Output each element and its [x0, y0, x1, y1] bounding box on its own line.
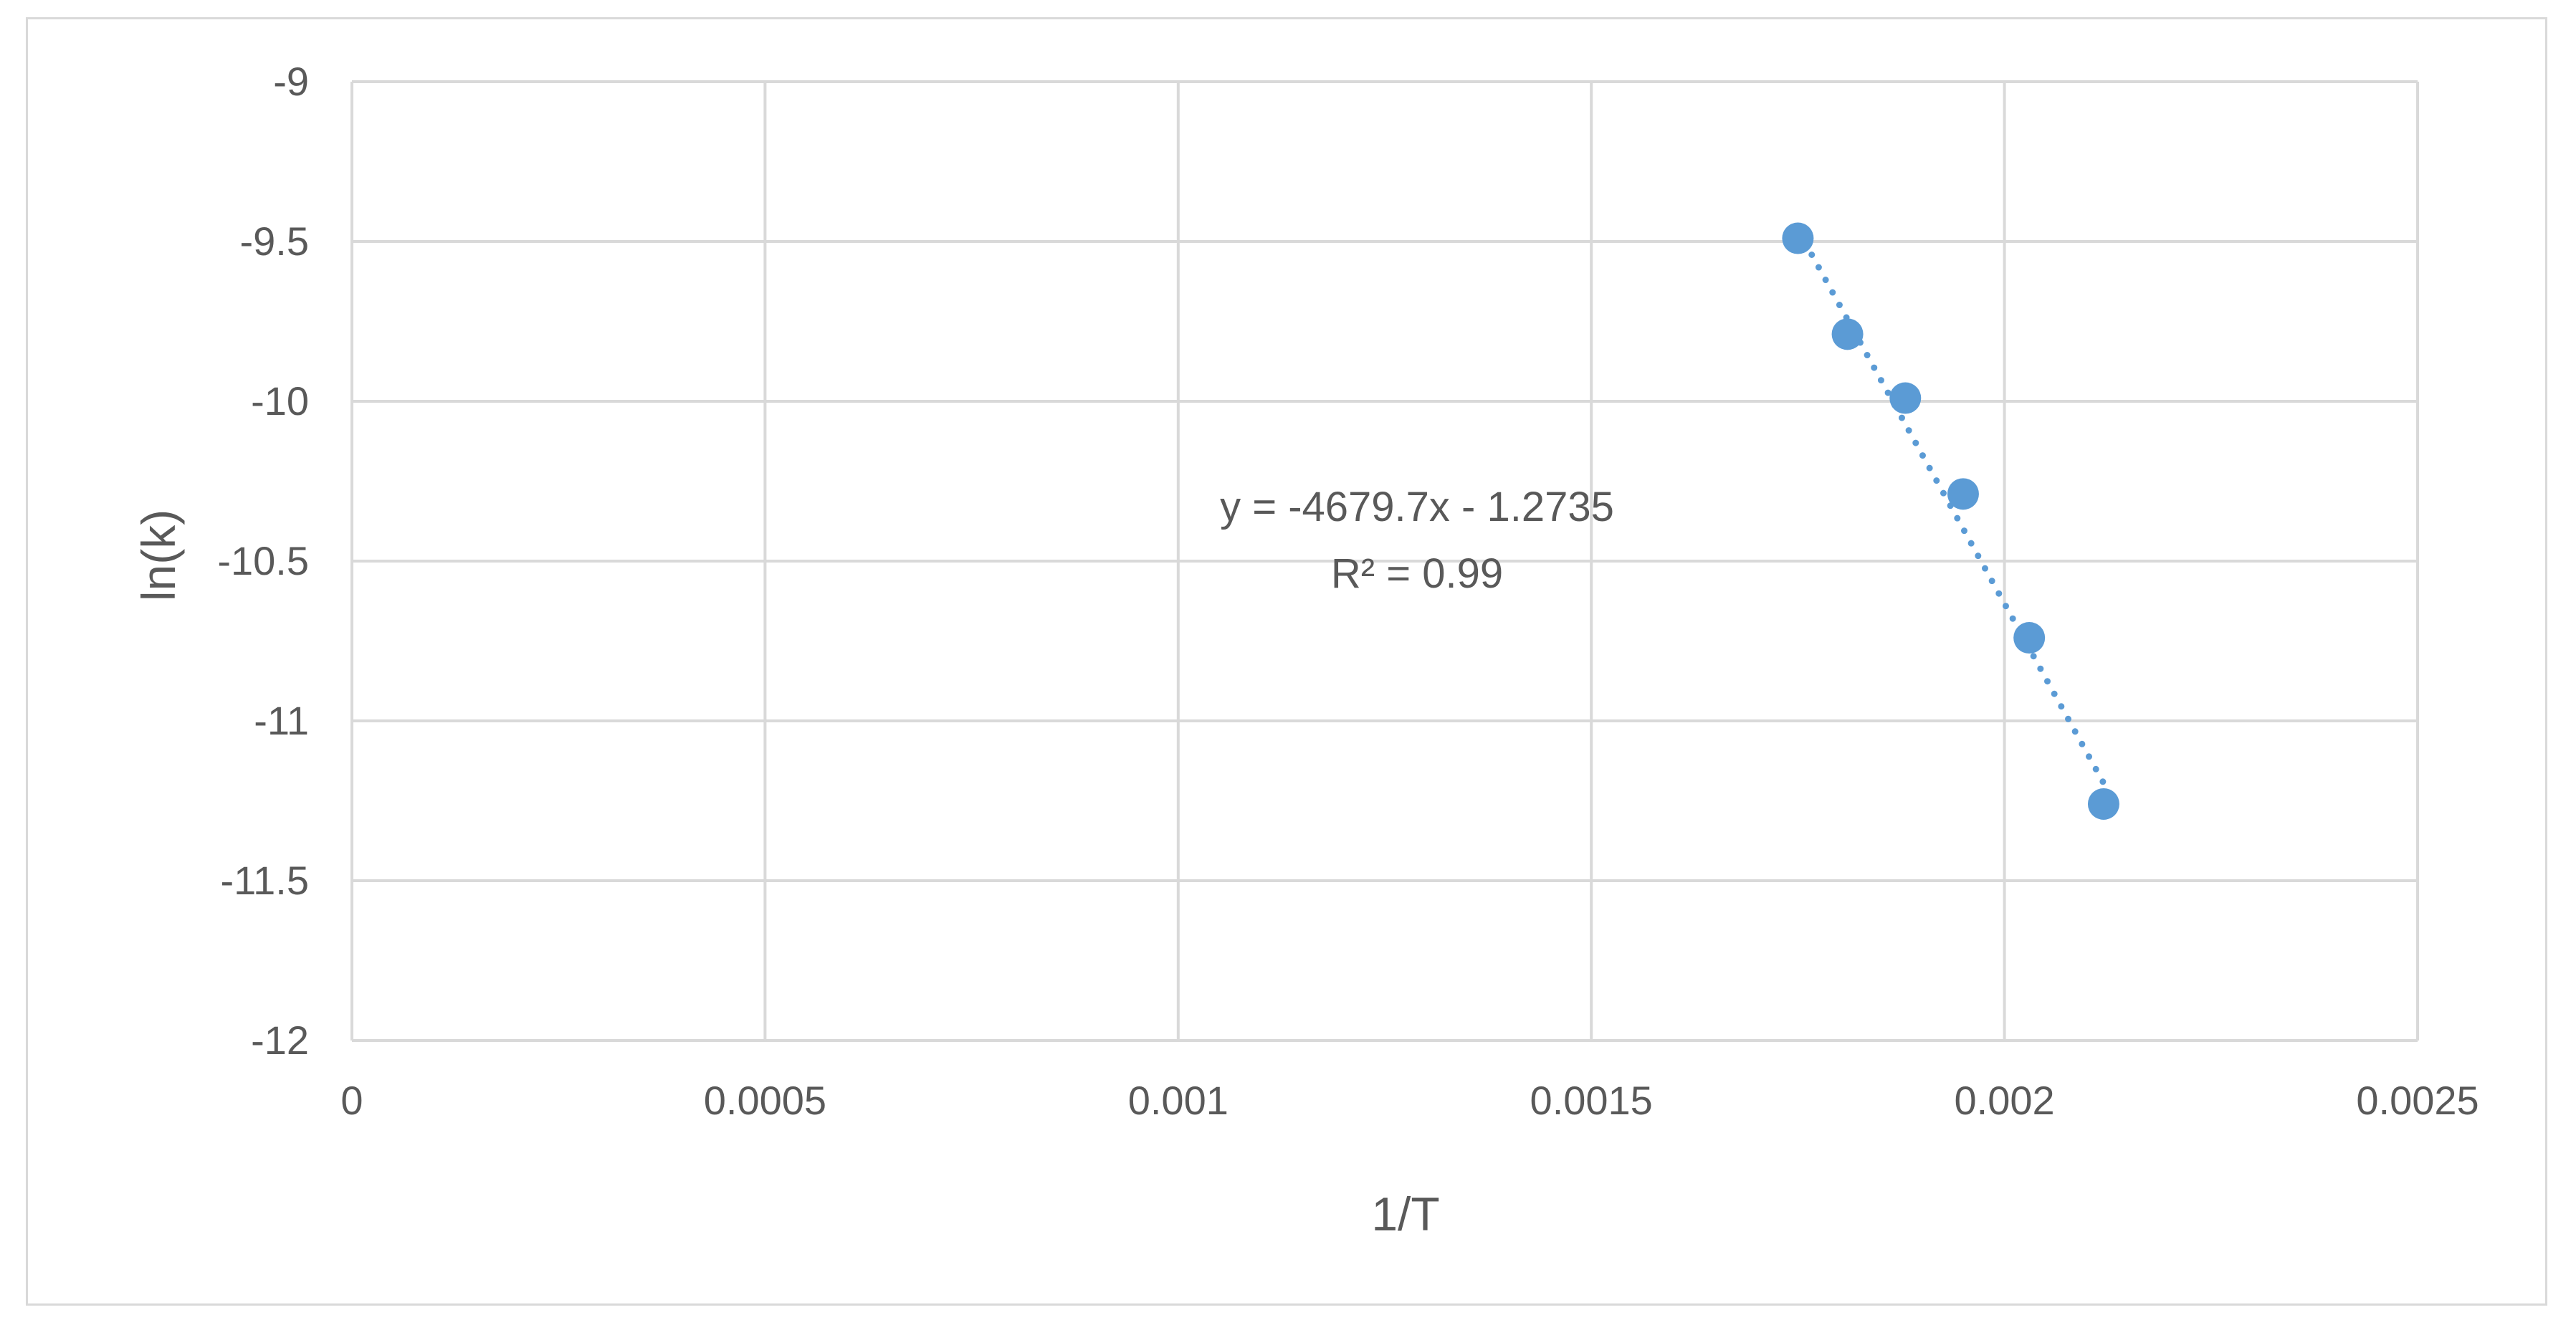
- data-point: [1947, 478, 1979, 510]
- x-tick-label: 0.002: [1955, 1078, 2055, 1123]
- data-points: [1782, 222, 2119, 820]
- x-tick-label: 0.001: [1128, 1078, 1229, 1123]
- data-point: [1889, 382, 1922, 414]
- y-tick-label: -11: [254, 698, 309, 743]
- trendline-equation: y = -4679.7x - 1.2735: [1220, 484, 1614, 530]
- data-point: [2013, 622, 2046, 654]
- data-point: [2087, 788, 2119, 820]
- x-tick-label: 0.0005: [704, 1078, 826, 1123]
- chart-area: -9 -9.5 -10 -10.5 -11 -11.5 -12 0 0.0005 0.001 0.0…: [26, 17, 2547, 1306]
- y-axis-title: ln(k): [132, 509, 185, 601]
- trendline-r-squared: R² = 0.99: [1331, 550, 1503, 597]
- x-tick-label: 0: [340, 1078, 363, 1123]
- y-tick-label: -11.5: [221, 858, 309, 903]
- y-tick-label: -9.5: [240, 219, 310, 264]
- y-tick-label: -9: [273, 59, 309, 104]
- data-point: [1782, 222, 1814, 254]
- y-tick-label: -12: [251, 1018, 309, 1063]
- trendline-layer: [1794, 226, 2107, 787]
- x-tick-label: 0.0015: [1530, 1078, 1653, 1123]
- y-tick-label: -10: [251, 378, 309, 424]
- gridlines: [350, 80, 2419, 1042]
- data-point: [1831, 318, 1864, 350]
- x-tick-label: 0.0025: [2356, 1078, 2479, 1123]
- scatter-plot: -9 -9.5 -10 -10.5 -11 -11.5 -12 0 0.0005 0.001 0.0…: [132, 59, 2479, 1240]
- x-axis-title: 1/T: [1371, 1187, 1439, 1240]
- y-tick-label: -10.5: [217, 538, 309, 583]
- trendline: [1794, 226, 2107, 787]
- tick-labels: -9 -9.5 -10 -10.5 -11 -11.5 -12 0 0.0005 0.001 0.0…: [217, 59, 2479, 1123]
